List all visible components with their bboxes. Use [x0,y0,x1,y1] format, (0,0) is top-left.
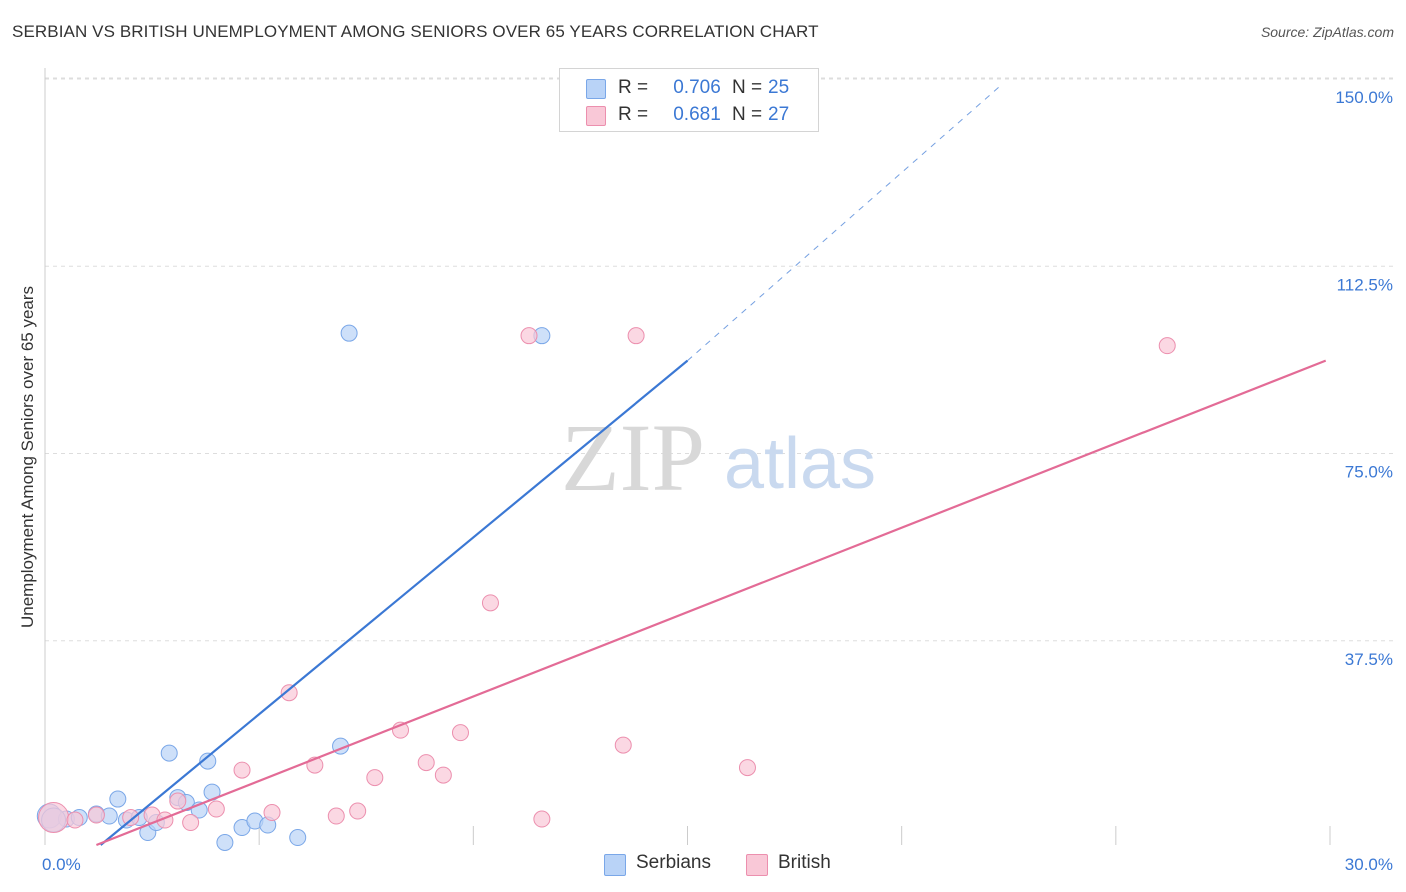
data-point-british [182,814,200,832]
data-points [36,324,1176,852]
series-label-serbians: Serbians [636,852,711,873]
trendline-british [95,359,1327,847]
tick-labels: 37.5% 75.0% 112.5% 150.0% 0.0% 30.0% [42,88,1393,874]
legend-r-value: 0.681 [673,104,721,125]
data-point-british [1158,337,1176,355]
y-tick-label: 112.5% [1337,275,1393,294]
data-point-serbians [340,324,358,342]
data-point-british [533,810,551,828]
data-point-british [451,724,469,742]
series-legend: Serbians British [0,852,1406,876]
watermark-zip: ZIP [561,404,705,511]
data-point-british [481,594,499,612]
data-point-british [366,769,384,787]
data-point-british [66,811,84,829]
data-point-serbians [160,744,178,762]
legend-swatch-serbians [586,79,606,99]
x-tick-label: 0.0% [42,855,81,874]
series-swatch-serbians [604,854,626,876]
gridlines [45,77,1395,642]
data-point-british [349,802,367,820]
data-point-british [38,802,70,834]
trendline-serbians [99,359,689,846]
data-point-british [738,759,756,777]
data-point-serbians [199,752,217,770]
legend-n-value: 27 [768,104,790,125]
data-point-british [122,809,140,827]
data-point-serbians [289,829,307,847]
watermark: ZIP atlas [561,404,876,511]
data-point-british [627,327,645,345]
legend-r-label: R = [618,104,649,125]
data-point-british [280,684,298,702]
legend-n-value: 25 [768,77,790,98]
legend-n-label: N = [732,77,763,98]
legend-swatch-british [586,106,606,126]
series-swatch-british [746,854,768,876]
legend-n-label: N = [732,104,763,125]
y-tick-label: 150.0% [1335,88,1393,107]
legend-r-label: R = [618,77,649,98]
data-point-british [434,766,452,784]
data-point-british [614,736,632,754]
data-point-british [169,792,187,810]
stats-legend: R = 0.706 N = 25 R = 0.681 N = 27 [559,68,819,132]
legend-r-value: 0.706 [673,77,721,98]
data-point-british [263,804,281,822]
y-tick-label: 75.0% [1345,463,1393,482]
series-label-british: British [778,852,831,873]
watermark-atlas: atlas [724,424,876,504]
data-point-british [520,327,538,345]
x-tick-label: 30.0% [1345,855,1393,874]
data-point-british [233,761,251,779]
data-point-serbians [109,790,127,808]
trendlines [95,85,1327,847]
source-note: Source: ZipAtlas.com [1260,24,1394,40]
data-point-british [87,806,105,824]
data-point-british [417,754,435,772]
trendline-serbians-extension [687,85,1001,362]
data-point-british [327,807,345,825]
y-tick-label: 37.5% [1345,650,1393,669]
chart-title: SERBIAN VS BRITISH UNEMPLOYMENT AMONG SE… [12,22,819,41]
data-point-british [207,800,225,818]
axes [44,68,1331,845]
y-axis-label: Unemployment Among Seniors over 65 years [18,286,37,628]
data-point-serbians [216,834,234,852]
